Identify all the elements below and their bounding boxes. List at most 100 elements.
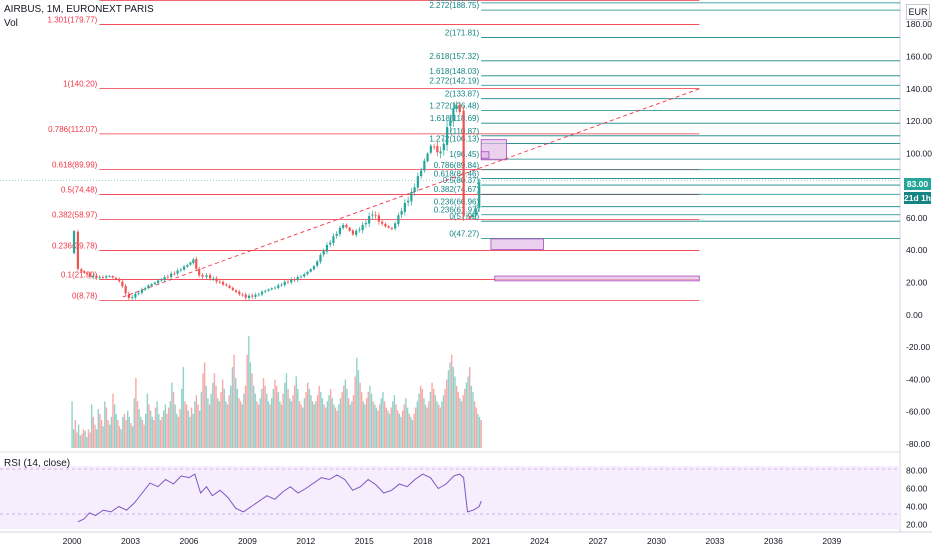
price-axis-tick: 160.00: [906, 52, 932, 62]
volume-bar: [239, 401, 242, 448]
candle-body: [319, 254, 322, 262]
volume-bar: [202, 373, 204, 448]
candle-body: [189, 262, 192, 265]
volume-bar: [226, 404, 229, 448]
volume-bar: [356, 357, 358, 448]
candle-body: [371, 214, 374, 216]
volume-bar: [359, 382, 361, 448]
volume-bar: [120, 429, 122, 448]
volume-bar: [446, 379, 448, 448]
volume-bar: [470, 385, 473, 448]
volume-bar: [343, 385, 345, 448]
candle-body: [173, 273, 176, 275]
volume-bar: [97, 409, 99, 448]
volume-bar: [310, 395, 312, 448]
volume-bar: [208, 404, 211, 448]
volume-bar: [336, 410, 338, 448]
candle-body: [290, 279, 293, 283]
candle-body: [474, 208, 477, 216]
volume-bar: [338, 404, 340, 448]
volume-bar: [89, 432, 91, 448]
fib-extension-label: 0.786(89.84): [434, 161, 480, 170]
volume-bar: [94, 424, 96, 448]
volume-bar: [95, 429, 98, 448]
candle-body: [101, 276, 105, 278]
candle-body: [166, 276, 169, 278]
candle-body: [458, 104, 461, 112]
volume-bar: [411, 420, 414, 448]
fib-extension-label: 0.618(84.46): [434, 169, 480, 178]
volume-bar: [100, 420, 103, 448]
currency-button[interactable]: EUR: [906, 4, 930, 20]
volume-bar: [333, 404, 335, 448]
candle-body: [355, 230, 358, 235]
volume-bar: [362, 401, 365, 448]
volume-bar: [185, 404, 188, 448]
candle-body: [342, 225, 345, 228]
time-axis-tick: 2003: [121, 536, 140, 546]
volume-bar: [401, 410, 404, 448]
candle-body: [299, 276, 303, 278]
volume-bar: [102, 426, 104, 448]
volume-bar: [326, 401, 329, 448]
volume-bar: [464, 388, 466, 448]
volume-bar: [131, 426, 134, 448]
volume-bar: [302, 407, 304, 448]
volume-bar: [400, 416, 402, 448]
volume-bar: [231, 367, 234, 448]
candle-body: [445, 127, 449, 145]
candle-body: [270, 288, 273, 290]
volume-bar: [238, 398, 240, 448]
volume-bar: [241, 404, 243, 448]
volume-bar: [331, 398, 333, 448]
volume-bar: [174, 404, 176, 448]
volume-bar: [423, 398, 425, 448]
volume-bar: [459, 398, 461, 448]
volume-bar: [182, 367, 185, 448]
candle-body: [478, 182, 481, 208]
candle-body: [98, 277, 101, 278]
candle-body: [247, 295, 251, 298]
volume-bar: [285, 373, 288, 448]
volume-bar: [225, 401, 227, 448]
volume-bar: [424, 404, 427, 448]
candle-body: [432, 146, 436, 148]
volume-bar: [92, 416, 95, 448]
candle-body: [83, 271, 86, 273]
volume-bar: [354, 376, 356, 448]
volume-bar: [452, 367, 455, 448]
volume-bar: [323, 404, 325, 448]
candle-body: [374, 214, 377, 216]
volume-bar: [433, 388, 435, 448]
candle-body: [442, 143, 445, 151]
fib-retracement-label: 1.414(194.62): [48, 0, 98, 1]
volume-bar: [112, 393, 114, 448]
candle-body: [212, 278, 215, 280]
fib-extension-label: 0.5(80.37): [443, 176, 480, 185]
candle-body: [436, 145, 439, 153]
volume-bar: [158, 413, 160, 448]
projection-box: [494, 275, 700, 282]
volume-bar: [410, 416, 412, 448]
price-axis-tick: 120.00: [906, 116, 932, 126]
candle-body: [140, 289, 143, 293]
volume-bar: [315, 401, 317, 448]
volume-bar: [477, 413, 479, 448]
volume-bar: [274, 379, 276, 448]
fib-retracement-label: 0(8.78): [72, 292, 98, 301]
volume-bar: [287, 388, 289, 448]
candle-body: [131, 297, 134, 299]
volume-bar: [122, 416, 124, 448]
fib-extension-label: 1.618(148.03): [429, 67, 479, 76]
price-axis-tick: 180.00: [906, 19, 932, 29]
candle-body: [244, 294, 247, 298]
candle-body: [264, 290, 267, 292]
volume-bar: [99, 413, 101, 448]
time-axis-tick: 2009: [238, 536, 257, 546]
projection-box: [480, 151, 490, 159]
candle-body: [170, 273, 173, 278]
candle-body: [192, 259, 195, 263]
volume-bar: [163, 410, 165, 448]
volume-bar: [334, 407, 337, 448]
